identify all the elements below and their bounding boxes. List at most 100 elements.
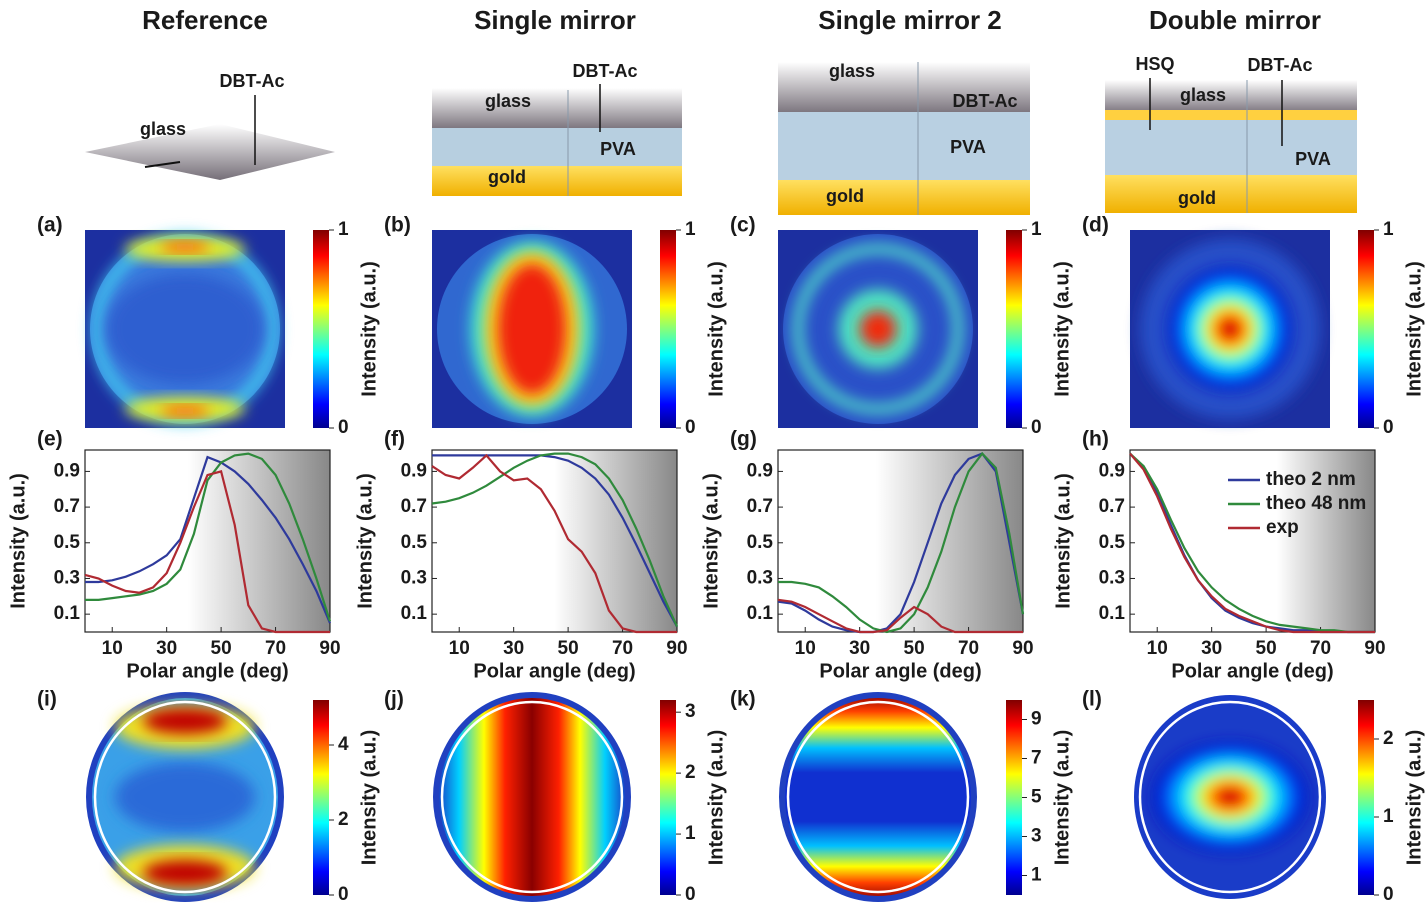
colorbar-tick-label: 0 (338, 884, 349, 905)
x-tick-label: 10 (795, 638, 816, 659)
diagram-label: HSQ (1135, 54, 1174, 74)
colorbar-tick-label: 3 (1031, 826, 1042, 847)
panel-label: (e) (37, 428, 63, 451)
y-tick-label: 0.9 (1099, 460, 1125, 481)
colorbar-tick-label: 0 (685, 417, 696, 438)
x-tick-label: 90 (1364, 638, 1385, 659)
x-tick-label: 70 (265, 638, 286, 659)
colorbar-tick-label: 0 (685, 884, 696, 905)
y-tick-label: 0.7 (54, 496, 80, 517)
colorbar-label: Intensity (a.u.) (358, 730, 380, 866)
panel-label: (d) (1082, 214, 1109, 237)
series-line (778, 451, 1025, 634)
y-tick-label: 0.5 (1099, 532, 1126, 553)
plot-frame (777, 449, 1024, 633)
legend-label: theo 2 nm (1266, 469, 1356, 490)
map-cap-core (160, 242, 210, 252)
colorbar-label: Intensity (a.u.) (1403, 261, 1425, 397)
colorbar-tick-label: 7 (1031, 748, 1042, 769)
colorbar-tick-label: 9 (1031, 709, 1042, 730)
colorbar-label: Intensity (a.u.) (1051, 730, 1073, 866)
panel-label: (g) (730, 428, 757, 451)
series-line (84, 470, 330, 634)
sim-spot (1152, 742, 1308, 852)
diagram-label: gold (826, 186, 864, 206)
diagram-label: DBT-Ac (219, 71, 284, 91)
sim-cap-core (143, 860, 227, 886)
x-tick-label: 70 (1310, 638, 1331, 659)
column-title: Single mirror (474, 5, 636, 35)
x-tick-label: 30 (849, 638, 870, 659)
y-axis-label: Intensity (a.u.) (1052, 473, 1074, 609)
shaded-region (876, 450, 1023, 632)
sim-center (115, 762, 255, 832)
colorbar-tick-label: 0 (1383, 884, 1394, 905)
panel-label: (a) (37, 214, 63, 237)
colorbar-label: Intensity (a.u.) (1051, 261, 1073, 397)
critical-angle-circle (786, 700, 970, 894)
pva-slab (432, 128, 682, 166)
column-title: Single mirror 2 (818, 5, 1002, 35)
plot-frame (431, 449, 678, 633)
series-line (432, 454, 678, 628)
panel-label: (c) (730, 214, 756, 237)
colorbar-label: Intensity (a.u.) (705, 261, 727, 397)
sim-image (433, 692, 631, 902)
colorbar-tick-label: 1 (685, 219, 696, 240)
map-hot (860, 311, 896, 347)
map-inner (107, 274, 263, 384)
y-tick-label: 0.9 (747, 460, 773, 481)
x-axis-label: Polar angle (deg) (1171, 660, 1333, 682)
y-tick-label: 0.3 (401, 567, 427, 588)
colorbar-tick-label: 1 (1031, 865, 1042, 886)
glass-slab (778, 62, 1030, 112)
y-tick-label: 0.7 (747, 496, 773, 517)
colorbar (660, 700, 676, 895)
series-line (431, 453, 677, 634)
colorbar (660, 230, 676, 428)
panel-label: (k) (730, 688, 756, 711)
x-axis-label: Polar angle (deg) (819, 660, 981, 682)
diagram-label: glass (829, 61, 875, 81)
panel-label: (f) (384, 428, 405, 451)
hsq-gold-slab (1105, 110, 1357, 120)
panel-label: (b) (384, 214, 411, 237)
x-axis-label: Polar angle (deg) (473, 660, 635, 682)
critical-angle-circle (1138, 700, 1322, 894)
map-image (1140, 239, 1320, 419)
x-tick-label: 70 (612, 638, 633, 659)
plot-frame (84, 449, 331, 633)
colorbar-tick-label: 5 (1031, 787, 1042, 808)
y-tick-label: 0.1 (1099, 603, 1126, 624)
y-axis-label: Intensity (a.u.) (7, 473, 29, 609)
colorbar (313, 230, 329, 428)
map-hot (498, 264, 566, 394)
colorbar-tick-label: 0 (338, 417, 349, 438)
map-cap-core (160, 406, 210, 416)
x-axis-label: Polar angle (deg) (126, 660, 288, 682)
colorbar-label: Intensity (a.u.) (358, 261, 380, 397)
diagram-label: PVA (950, 137, 986, 157)
sim-image (779, 692, 977, 902)
column-title: Reference (142, 5, 268, 35)
series-line (85, 452, 332, 622)
y-tick-label: 0.5 (54, 532, 81, 553)
series-line (85, 455, 332, 624)
colorbar (1006, 230, 1022, 428)
shaded-region (187, 450, 330, 632)
map-spot (1168, 267, 1292, 391)
y-tick-label: 0.5 (747, 532, 774, 553)
colorbar-label: Intensity (a.u.) (1403, 730, 1425, 866)
sim-cap-core (143, 708, 227, 734)
map-image (90, 234, 280, 424)
colorbar-label: Intensity (a.u.) (705, 730, 727, 866)
diagram-label: gold (488, 167, 526, 187)
x-tick-label: 90 (666, 638, 687, 659)
gold-slab (1105, 175, 1357, 213)
legend-label: theo 48 nm (1266, 493, 1366, 514)
diagram-label: PVA (600, 139, 636, 159)
panel-label: (j) (384, 688, 404, 711)
diagram-label: PVA (1295, 149, 1331, 169)
shaded-region (1277, 450, 1375, 632)
glass-slab (1105, 80, 1357, 110)
